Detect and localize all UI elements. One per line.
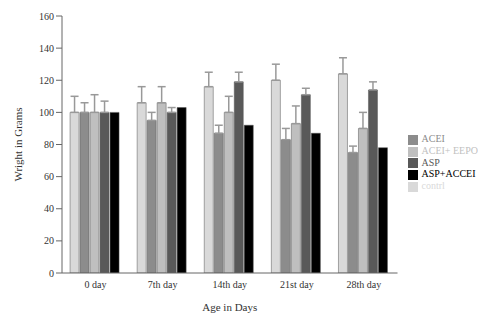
svg-text:14th day: 14th day (212, 279, 247, 290)
svg-text:160: 160 (39, 11, 54, 22)
svg-text:80: 80 (44, 139, 54, 150)
svg-text:120: 120 (39, 75, 54, 86)
html-text:ACEI+ EEPO: ACEI+ EEPO (421, 144, 478, 156)
svg-text:40: 40 (44, 203, 54, 214)
html-text:ASP+ACCEI: ASP+ACCEI (421, 168, 476, 180)
svg-text:100: 100 (39, 107, 54, 118)
svg-text:0: 0 (49, 268, 54, 279)
svg-text:60: 60 (44, 171, 54, 182)
svg-text:0 day: 0 day (85, 279, 107, 290)
svg-text:140: 140 (39, 43, 54, 54)
svg-text:28th day: 28th day (347, 279, 382, 290)
svg-text:21st day: 21st day (280, 279, 314, 290)
svg-text:7th day: 7th day (148, 279, 178, 290)
html-text:contrl: contrl (421, 180, 445, 191)
html-text:ACEI: ACEI (421, 133, 445, 145)
svg-text:20: 20 (44, 235, 54, 246)
svg-text:Age in Days: Age in Days (202, 301, 257, 313)
html-text:ASP: ASP (421, 156, 440, 168)
svg-text:Wright in Grams: Wright in Grams (12, 107, 24, 181)
